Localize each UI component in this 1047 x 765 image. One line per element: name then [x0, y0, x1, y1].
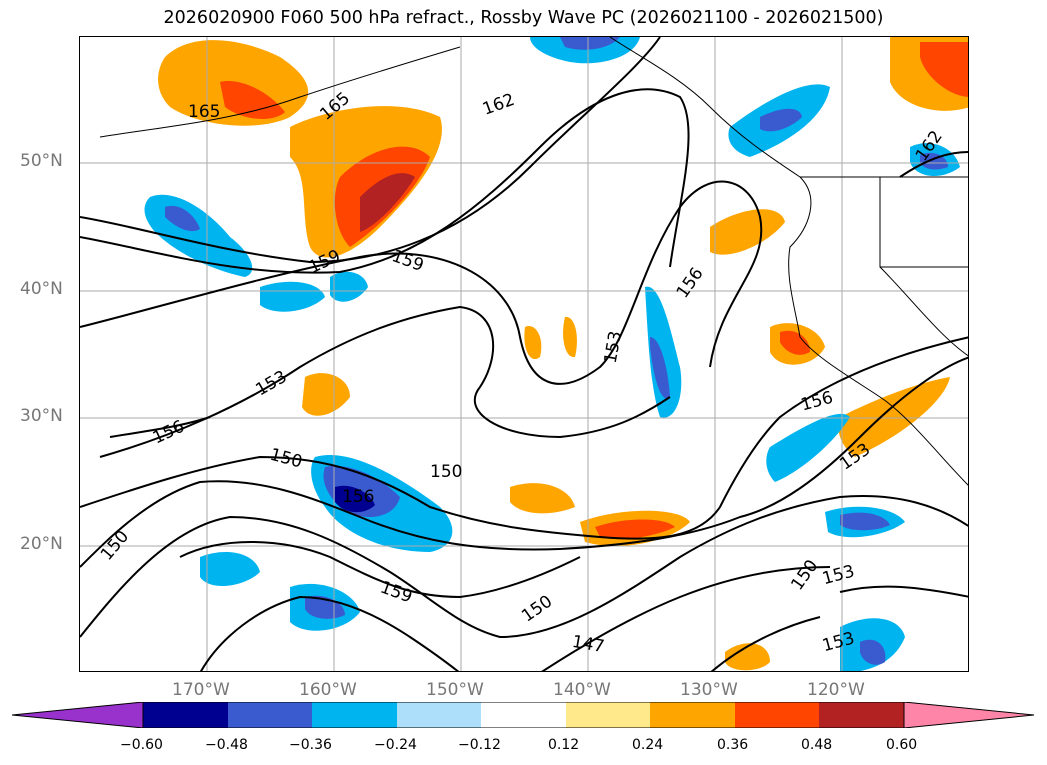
negative-region	[330, 271, 368, 302]
lat-label: 20°N	[20, 534, 63, 554]
lat-label: 40°N	[20, 279, 63, 299]
refractivity-contours	[80, 37, 968, 671]
contour-label: 156	[673, 264, 708, 302]
negative-region	[560, 37, 620, 50]
positive-region	[920, 42, 968, 97]
lat-label: 30°N	[20, 406, 63, 426]
colorbar-extend-low	[12, 702, 144, 728]
negative-region	[645, 286, 682, 418]
positive-region	[725, 643, 770, 671]
contour-label: 153	[820, 561, 857, 589]
colorbar-tick: −0.12	[458, 737, 501, 753]
contour-label: 147	[570, 632, 605, 657]
colorbar-tick: −0.48	[205, 737, 248, 753]
colorbar-segment	[650, 702, 735, 728]
colorbar-segment	[143, 702, 228, 728]
gridlines	[80, 37, 968, 671]
positive-region	[524, 326, 542, 360]
positive-anomaly-regions	[158, 37, 968, 671]
negative-region	[200, 552, 260, 587]
lon-label: 120°W	[807, 680, 865, 700]
colorbar-segment	[566, 702, 650, 728]
contour-label: 162	[480, 90, 517, 120]
negative-region	[766, 413, 850, 482]
colorbar-tick: 0.60	[886, 737, 918, 753]
positive-region	[220, 81, 285, 119]
negative-region	[840, 512, 890, 531]
lon-label: 140°W	[553, 680, 611, 700]
negative-region	[860, 639, 886, 665]
negative-region	[260, 281, 325, 312]
colorbar-tick: −0.60	[120, 737, 163, 753]
colorbar-segment	[228, 702, 312, 728]
contour-label: 150	[97, 527, 133, 565]
lon-label: 130°W	[680, 680, 738, 700]
lon-label: 150°W	[426, 680, 484, 700]
contour-label: 159	[389, 246, 426, 276]
positive-region	[780, 330, 810, 355]
contour-label: 156	[342, 487, 374, 507]
colorbar-tick: 0.12	[548, 737, 580, 753]
contour-label: 150	[268, 445, 305, 473]
colorbar-tick: 0.36	[717, 737, 749, 753]
map-title: 2026020900 F060 500 hPa refract., Rossby…	[163, 8, 884, 28]
contour-label: 150	[787, 556, 822, 594]
negative-region	[760, 108, 802, 132]
negative-region	[530, 37, 640, 64]
colorbar-tick: 0.24	[632, 737, 664, 753]
contour-label: 165	[188, 102, 220, 122]
colorbar-segment	[819, 702, 904, 728]
contour-label: 150	[430, 462, 462, 482]
contour-label: 153	[601, 330, 626, 365]
contour-label: 153	[252, 367, 290, 401]
lon-label: 160°W	[299, 680, 357, 700]
positive-region	[838, 377, 950, 457]
positive-region	[563, 316, 577, 358]
positive-region	[710, 209, 785, 255]
map-panel: 165 165 162 162 159 159 159 156 156 156 …	[79, 36, 969, 672]
negative-region	[144, 194, 253, 277]
negative-region	[165, 205, 200, 232]
map-canvas: 165 165 162 162 159 159 159 156 156 156 …	[80, 37, 968, 671]
contour-label: 159	[377, 577, 414, 607]
contour-label: 156	[799, 388, 836, 416]
negative-region	[335, 485, 375, 513]
lat-label: 50°N	[20, 151, 63, 171]
positive-region	[302, 373, 350, 416]
colorbar-tick: −0.24	[374, 737, 417, 753]
colorbar	[12, 702, 1035, 728]
colorbar-tick: 0.48	[801, 737, 833, 753]
contour-label: 150	[518, 592, 556, 627]
coastlines	[99, 37, 968, 486]
colorbar-segment	[481, 702, 566, 728]
colorbar-segment	[312, 702, 397, 728]
colorbar-segment	[735, 702, 819, 728]
positive-region	[510, 483, 575, 514]
colorbar-extend-high	[903, 702, 1035, 728]
positive-region	[595, 519, 675, 539]
negative-anomaly-regions	[144, 37, 960, 671]
colorbar-segment	[397, 702, 481, 728]
negative-region	[650, 337, 670, 399]
colorbar-tick: −0.36	[289, 737, 332, 753]
contour-label: 156	[150, 417, 188, 449]
lon-label: 170°W	[172, 680, 230, 700]
positive-region	[360, 173, 415, 232]
